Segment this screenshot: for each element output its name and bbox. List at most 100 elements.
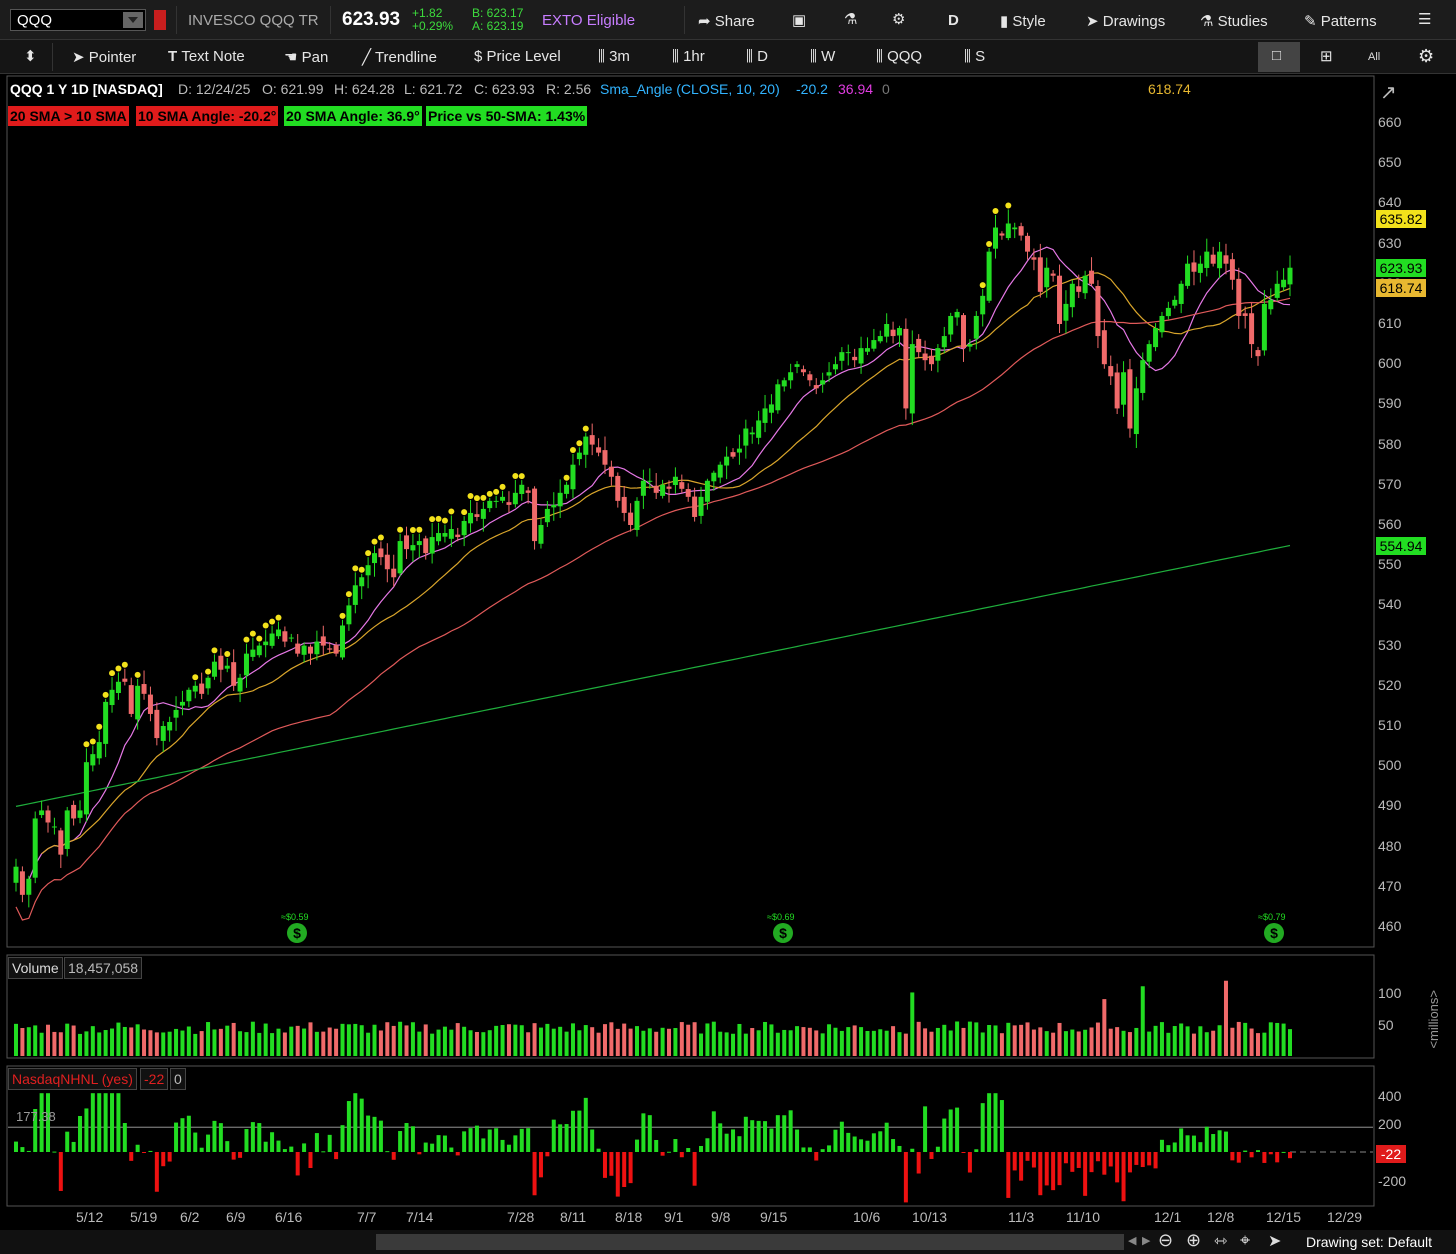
nhnl-bar [186, 1115, 191, 1152]
aggregation-button[interactable]: D [948, 12, 959, 29]
time-tick-label: 6/2 [180, 1209, 200, 1225]
volume-bar [1166, 1032, 1171, 1056]
timeframe-1hr[interactable]: ⫼ 1hr [672, 48, 705, 65]
drawing-set[interactable]: Drawing set: Default [1306, 1234, 1433, 1250]
settings-gear-icon[interactable]: ⚙ [1418, 46, 1435, 66]
pan-tool[interactable]: ☚ Pan [284, 48, 328, 66]
dividend-icon[interactable]: $ [287, 923, 307, 943]
drawings-button[interactable]: ➤ Drawings [1086, 12, 1165, 30]
nhnl-bar [468, 1128, 473, 1152]
nhnl-bar [39, 1093, 44, 1152]
scroll-right-icon[interactable]: ▶ [1142, 1235, 1151, 1247]
volume-bar [545, 1023, 550, 1056]
timeframe-qqq[interactable]: ⫼ QQQ [876, 48, 922, 65]
candle-body [660, 484, 666, 496]
gear-icon[interactable]: ⚙ [892, 11, 906, 28]
volume-bar [340, 1023, 345, 1056]
axis-scale-icon[interactable]: ↗ [1380, 82, 1397, 104]
candle-body [115, 681, 121, 694]
flask-icon[interactable]: ⚗ [844, 11, 858, 28]
study-value-3: 0 [882, 81, 890, 97]
candle-body [397, 541, 403, 574]
price-level-label: Price Level [486, 48, 561, 65]
share-button[interactable]: ➦ Share [698, 12, 755, 30]
new-high-dot [461, 509, 468, 516]
news-icon[interactable]: ▣ [792, 12, 807, 29]
crosshair-icon[interactable]: ⌖ [1240, 1230, 1251, 1250]
candle-body [1242, 313, 1248, 316]
timeframe-3m[interactable]: ⫼ 3m [598, 48, 630, 65]
dividend-icon[interactable]: $ [773, 923, 793, 943]
patterns-button[interactable]: ✎ Patterns [1304, 12, 1377, 30]
time-tick-label: 7/28 [507, 1209, 535, 1225]
trendline-tool[interactable]: ╱ Trendline [362, 48, 437, 66]
fit-icon[interactable]: ⇿ [1214, 1233, 1228, 1250]
nhnl-bar [807, 1147, 812, 1152]
volume-bar [1031, 1029, 1036, 1056]
price-tick-label: 560 [1378, 516, 1402, 532]
studies-button[interactable]: ⚗ Studies [1200, 12, 1268, 30]
symbol-input[interactable]: QQQ [10, 9, 146, 31]
candle-body [1172, 299, 1178, 306]
nhnl-bar [1211, 1134, 1216, 1152]
candle-icon: ⫼ [876, 48, 888, 65]
nhnl-bar [263, 1141, 268, 1152]
candle-body [423, 538, 429, 554]
style-button[interactable]: ▮ Style [1000, 12, 1046, 30]
timeframe-d[interactable]: ⫼ D [746, 48, 768, 65]
volume-bar [596, 1032, 601, 1056]
nhnl-bar [1255, 1150, 1260, 1152]
single-layout-button[interactable]: □ [1258, 42, 1300, 72]
grid-layout-icon[interactable]: ⊞ [1320, 48, 1333, 65]
volume-bar [1121, 1030, 1126, 1056]
exto-eligible[interactable]: EXTO Eligible [542, 12, 636, 29]
dividend-icon[interactable]: $ [1264, 923, 1284, 943]
new-high-dot [89, 738, 96, 745]
volume-bar [1236, 1021, 1241, 1056]
nhnl-bar [795, 1129, 800, 1152]
timeframe-s[interactable]: ⫼ S [964, 48, 985, 65]
beaker-icon: ⚗ [1200, 13, 1218, 30]
dividend-label-1: ≈$0.59 [281, 912, 309, 922]
time-tick-label: 7/14 [406, 1209, 434, 1225]
symbol-dropdown-icon[interactable] [123, 12, 143, 28]
nhnl-bar [180, 1118, 185, 1152]
nhnl-bar [628, 1152, 633, 1184]
nhnl-bar [212, 1120, 217, 1152]
open-value: O: 621.99 [262, 81, 324, 97]
candle-body [756, 420, 762, 438]
candle-body [1069, 283, 1075, 308]
text-note-tool[interactable]: T Text Note [168, 48, 245, 65]
price-tick-label: 590 [1378, 395, 1402, 412]
new-high-dot [512, 472, 519, 479]
nhnl-bar [974, 1149, 979, 1152]
nhnl-level-label: 177.38 [16, 1109, 56, 1124]
zoom-out-icon[interactable]: ⊖ [1158, 1230, 1174, 1250]
timeframe-w[interactable]: ⫼ W [810, 48, 835, 65]
volume-title: Volume [8, 957, 63, 979]
cursor-icon[interactable]: ➤ [1268, 1233, 1282, 1250]
menu-icon[interactable]: ☰ [1418, 11, 1432, 28]
nhnl-bar [660, 1152, 665, 1156]
candle-body [1082, 275, 1088, 294]
alert-flag-icon[interactable] [154, 10, 166, 30]
zoom-in-icon[interactable]: ⊕ [1186, 1230, 1202, 1250]
scroll-left-icon[interactable]: ◀ [1128, 1235, 1137, 1247]
nhnl-bar [897, 1145, 902, 1152]
pin-icon[interactable]: ⬍ [24, 48, 37, 65]
status-20sma-angle: 20 SMA Angle: 36.9° [284, 106, 422, 126]
pointer-tool[interactable]: ➤ Pointer [72, 48, 136, 66]
new-high-dot [377, 534, 384, 541]
candle-body [967, 344, 973, 347]
candle-body [1057, 275, 1063, 324]
volume-bar [916, 1021, 921, 1056]
price-tick-label: 460 [1378, 918, 1402, 934]
all-button[interactable]: All [1368, 51, 1381, 63]
nhnl-bar [14, 1141, 18, 1152]
horizontal-scrollbar[interactable] [376, 1234, 1124, 1250]
new-high-dot [518, 473, 525, 480]
candle-body [730, 452, 736, 457]
nhnl-bar [1191, 1135, 1196, 1152]
price-level-tool[interactable]: $ Price Level [474, 48, 561, 65]
